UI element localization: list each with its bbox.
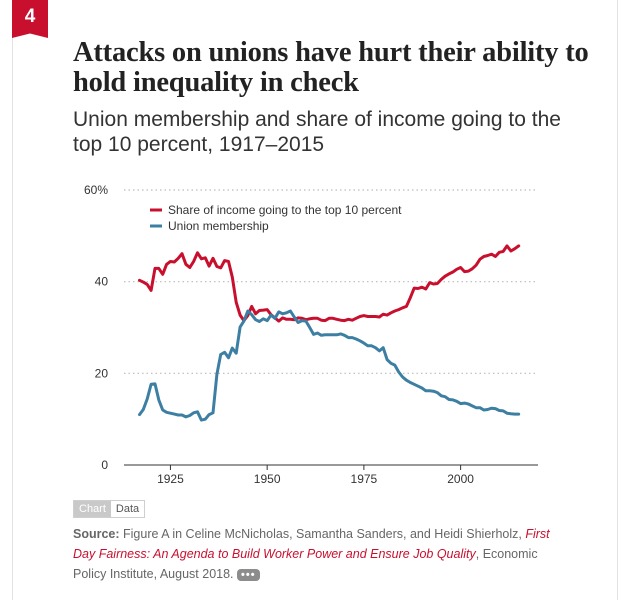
x-tick-label-1950: 1950 bbox=[254, 472, 281, 486]
figure-number-badge: 4 bbox=[12, 0, 48, 38]
y-tick-label-20: 20 bbox=[95, 366, 109, 380]
union-series-line bbox=[138, 309, 521, 422]
chart-subtitle: Union membership and share of income goi… bbox=[73, 108, 561, 156]
x-tick-label-1925: 1925 bbox=[157, 472, 184, 486]
y-tick-label-40: 40 bbox=[95, 275, 109, 289]
legend-label-union: Union membership bbox=[168, 219, 269, 233]
source-publisher: , Economic Policy Institute, August 2018… bbox=[73, 547, 538, 581]
y-tick-label-0: 0 bbox=[101, 458, 108, 472]
legend-label-income: Share of income going to the top 10 perc… bbox=[168, 203, 402, 217]
view-toggle: Chart Data bbox=[73, 500, 146, 518]
income-series-line bbox=[138, 244, 521, 323]
x-tick-label-2000: 2000 bbox=[447, 472, 474, 486]
chart-view-button[interactable]: Chart bbox=[74, 501, 111, 517]
x-tick-label-1975: 1975 bbox=[351, 472, 378, 486]
source-note: Source: Figure A in Celine McNicholas, S… bbox=[73, 524, 558, 584]
data-view-button[interactable]: Data bbox=[110, 501, 145, 517]
source-publication-link[interactable]: First Day Fairness: An Agenda to Build W… bbox=[73, 527, 550, 561]
source-authors: Figure A in Celine McNicholas, Samantha … bbox=[119, 527, 526, 541]
more-options-button[interactable]: ••• bbox=[237, 568, 260, 581]
y-tick-label-60: 60% bbox=[84, 183, 108, 197]
chart-title: Attacks on unions have hurt their abilit… bbox=[73, 37, 589, 98]
source-label: Source: bbox=[73, 527, 120, 541]
